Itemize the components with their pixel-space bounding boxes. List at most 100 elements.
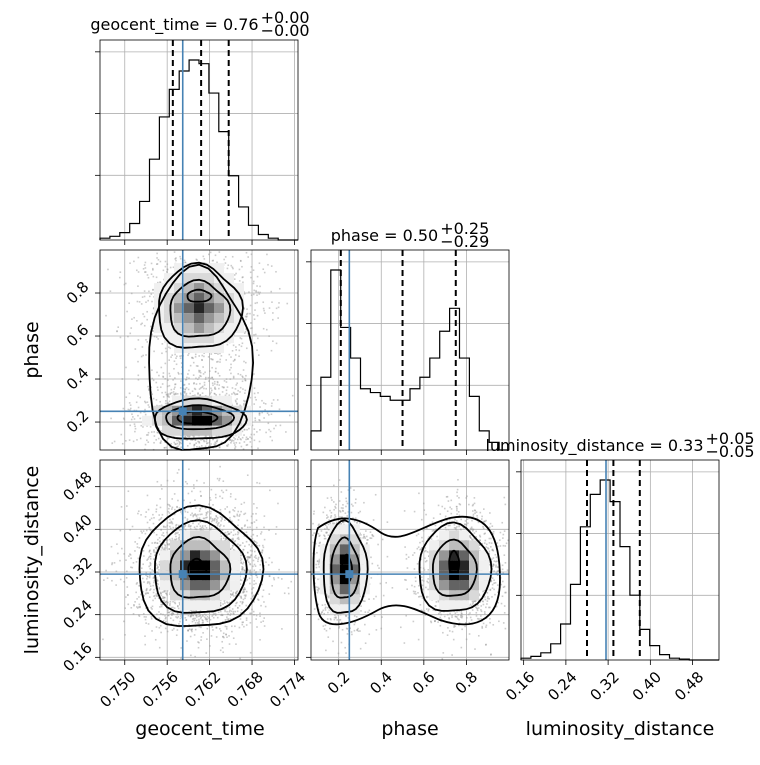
sample-point	[217, 373, 219, 375]
sample-point	[256, 285, 258, 287]
sample-point	[156, 613, 158, 615]
sample-point	[197, 365, 199, 367]
sample-point	[222, 492, 224, 494]
sample-point	[218, 480, 220, 482]
sample-point	[233, 440, 235, 442]
sample-point	[176, 506, 178, 508]
sample-point	[148, 277, 150, 279]
sample-point	[251, 522, 253, 524]
sample-point	[141, 532, 143, 534]
sample-point	[114, 441, 116, 443]
sample-point	[180, 380, 182, 382]
sample-point	[148, 406, 150, 408]
sample-point	[125, 596, 127, 598]
sample-point	[229, 512, 231, 514]
sample-point	[138, 510, 140, 512]
sample-point	[246, 624, 248, 626]
sample-point	[138, 257, 140, 259]
sample-point	[162, 376, 164, 378]
sample-point	[196, 383, 198, 385]
sample-point	[281, 578, 283, 580]
sample-point	[260, 621, 262, 623]
sample-point	[250, 598, 252, 600]
sample-point	[121, 378, 123, 380]
sample-point	[187, 373, 189, 375]
sample-point	[246, 591, 248, 593]
sample-point	[273, 428, 275, 430]
sample-point	[191, 631, 193, 633]
sample-point	[259, 406, 261, 408]
sample-point	[116, 543, 118, 545]
sample-point	[226, 393, 228, 395]
sample-point	[262, 545, 264, 547]
sample-point	[138, 271, 140, 273]
sample-point	[266, 329, 268, 331]
sample-point	[241, 503, 243, 505]
sample-point	[130, 404, 132, 406]
sample-point	[186, 640, 188, 642]
sample-point	[219, 466, 221, 468]
sample-point	[240, 560, 242, 562]
sample-point	[158, 611, 160, 613]
sample-point	[190, 514, 192, 516]
sample-point	[229, 643, 231, 645]
sample-point	[254, 556, 256, 558]
sample-point	[217, 478, 219, 480]
sample-point	[170, 267, 172, 269]
sample-point	[203, 256, 205, 258]
sample-point	[155, 639, 157, 641]
sample-point	[155, 382, 157, 384]
sample-point	[199, 383, 201, 385]
sample-point	[167, 269, 169, 271]
sample-point	[255, 565, 257, 567]
sample-point	[215, 254, 217, 256]
sample-point	[181, 355, 183, 357]
sample-point	[212, 384, 214, 386]
sample-point	[130, 607, 132, 609]
sample-point	[227, 268, 229, 270]
sample-point	[213, 617, 215, 619]
sample-point	[227, 618, 229, 620]
sample-point	[239, 280, 241, 282]
sample-point	[198, 619, 200, 621]
sample-point	[208, 380, 210, 382]
sample-point	[159, 617, 161, 619]
sample-point	[193, 620, 195, 622]
sample-point	[191, 491, 193, 493]
sample-point	[253, 434, 255, 436]
sample-point	[279, 408, 281, 410]
sample-point	[140, 530, 142, 532]
sample-point	[250, 622, 252, 624]
sample-point	[138, 339, 140, 341]
sample-point	[174, 602, 176, 604]
sample-point	[223, 525, 225, 527]
sample-point	[187, 518, 189, 520]
sample-point	[210, 511, 212, 513]
sample-point	[196, 526, 198, 528]
sample-point	[232, 268, 234, 270]
sample-point	[234, 540, 236, 542]
sample-point	[236, 403, 238, 405]
sample-point	[270, 291, 272, 293]
sample-point	[160, 507, 162, 509]
sample-point	[232, 350, 234, 352]
sample-point	[253, 580, 255, 582]
sample-point	[136, 543, 138, 545]
sample-point	[135, 348, 137, 350]
sample-point	[196, 620, 198, 622]
sample-point	[156, 547, 158, 549]
sample-point	[255, 557, 257, 559]
sample-point	[248, 291, 250, 293]
sample-point	[190, 365, 192, 367]
sample-point	[132, 416, 134, 418]
sample-point	[177, 472, 179, 474]
sample-point	[156, 372, 158, 374]
sample-point	[159, 498, 161, 500]
sample-point	[158, 519, 160, 521]
sample-point	[230, 493, 232, 495]
sample-point	[254, 309, 256, 311]
sample-point	[151, 616, 153, 618]
sample-point	[269, 307, 271, 309]
sample-point	[209, 370, 211, 372]
sample-point	[231, 625, 233, 627]
